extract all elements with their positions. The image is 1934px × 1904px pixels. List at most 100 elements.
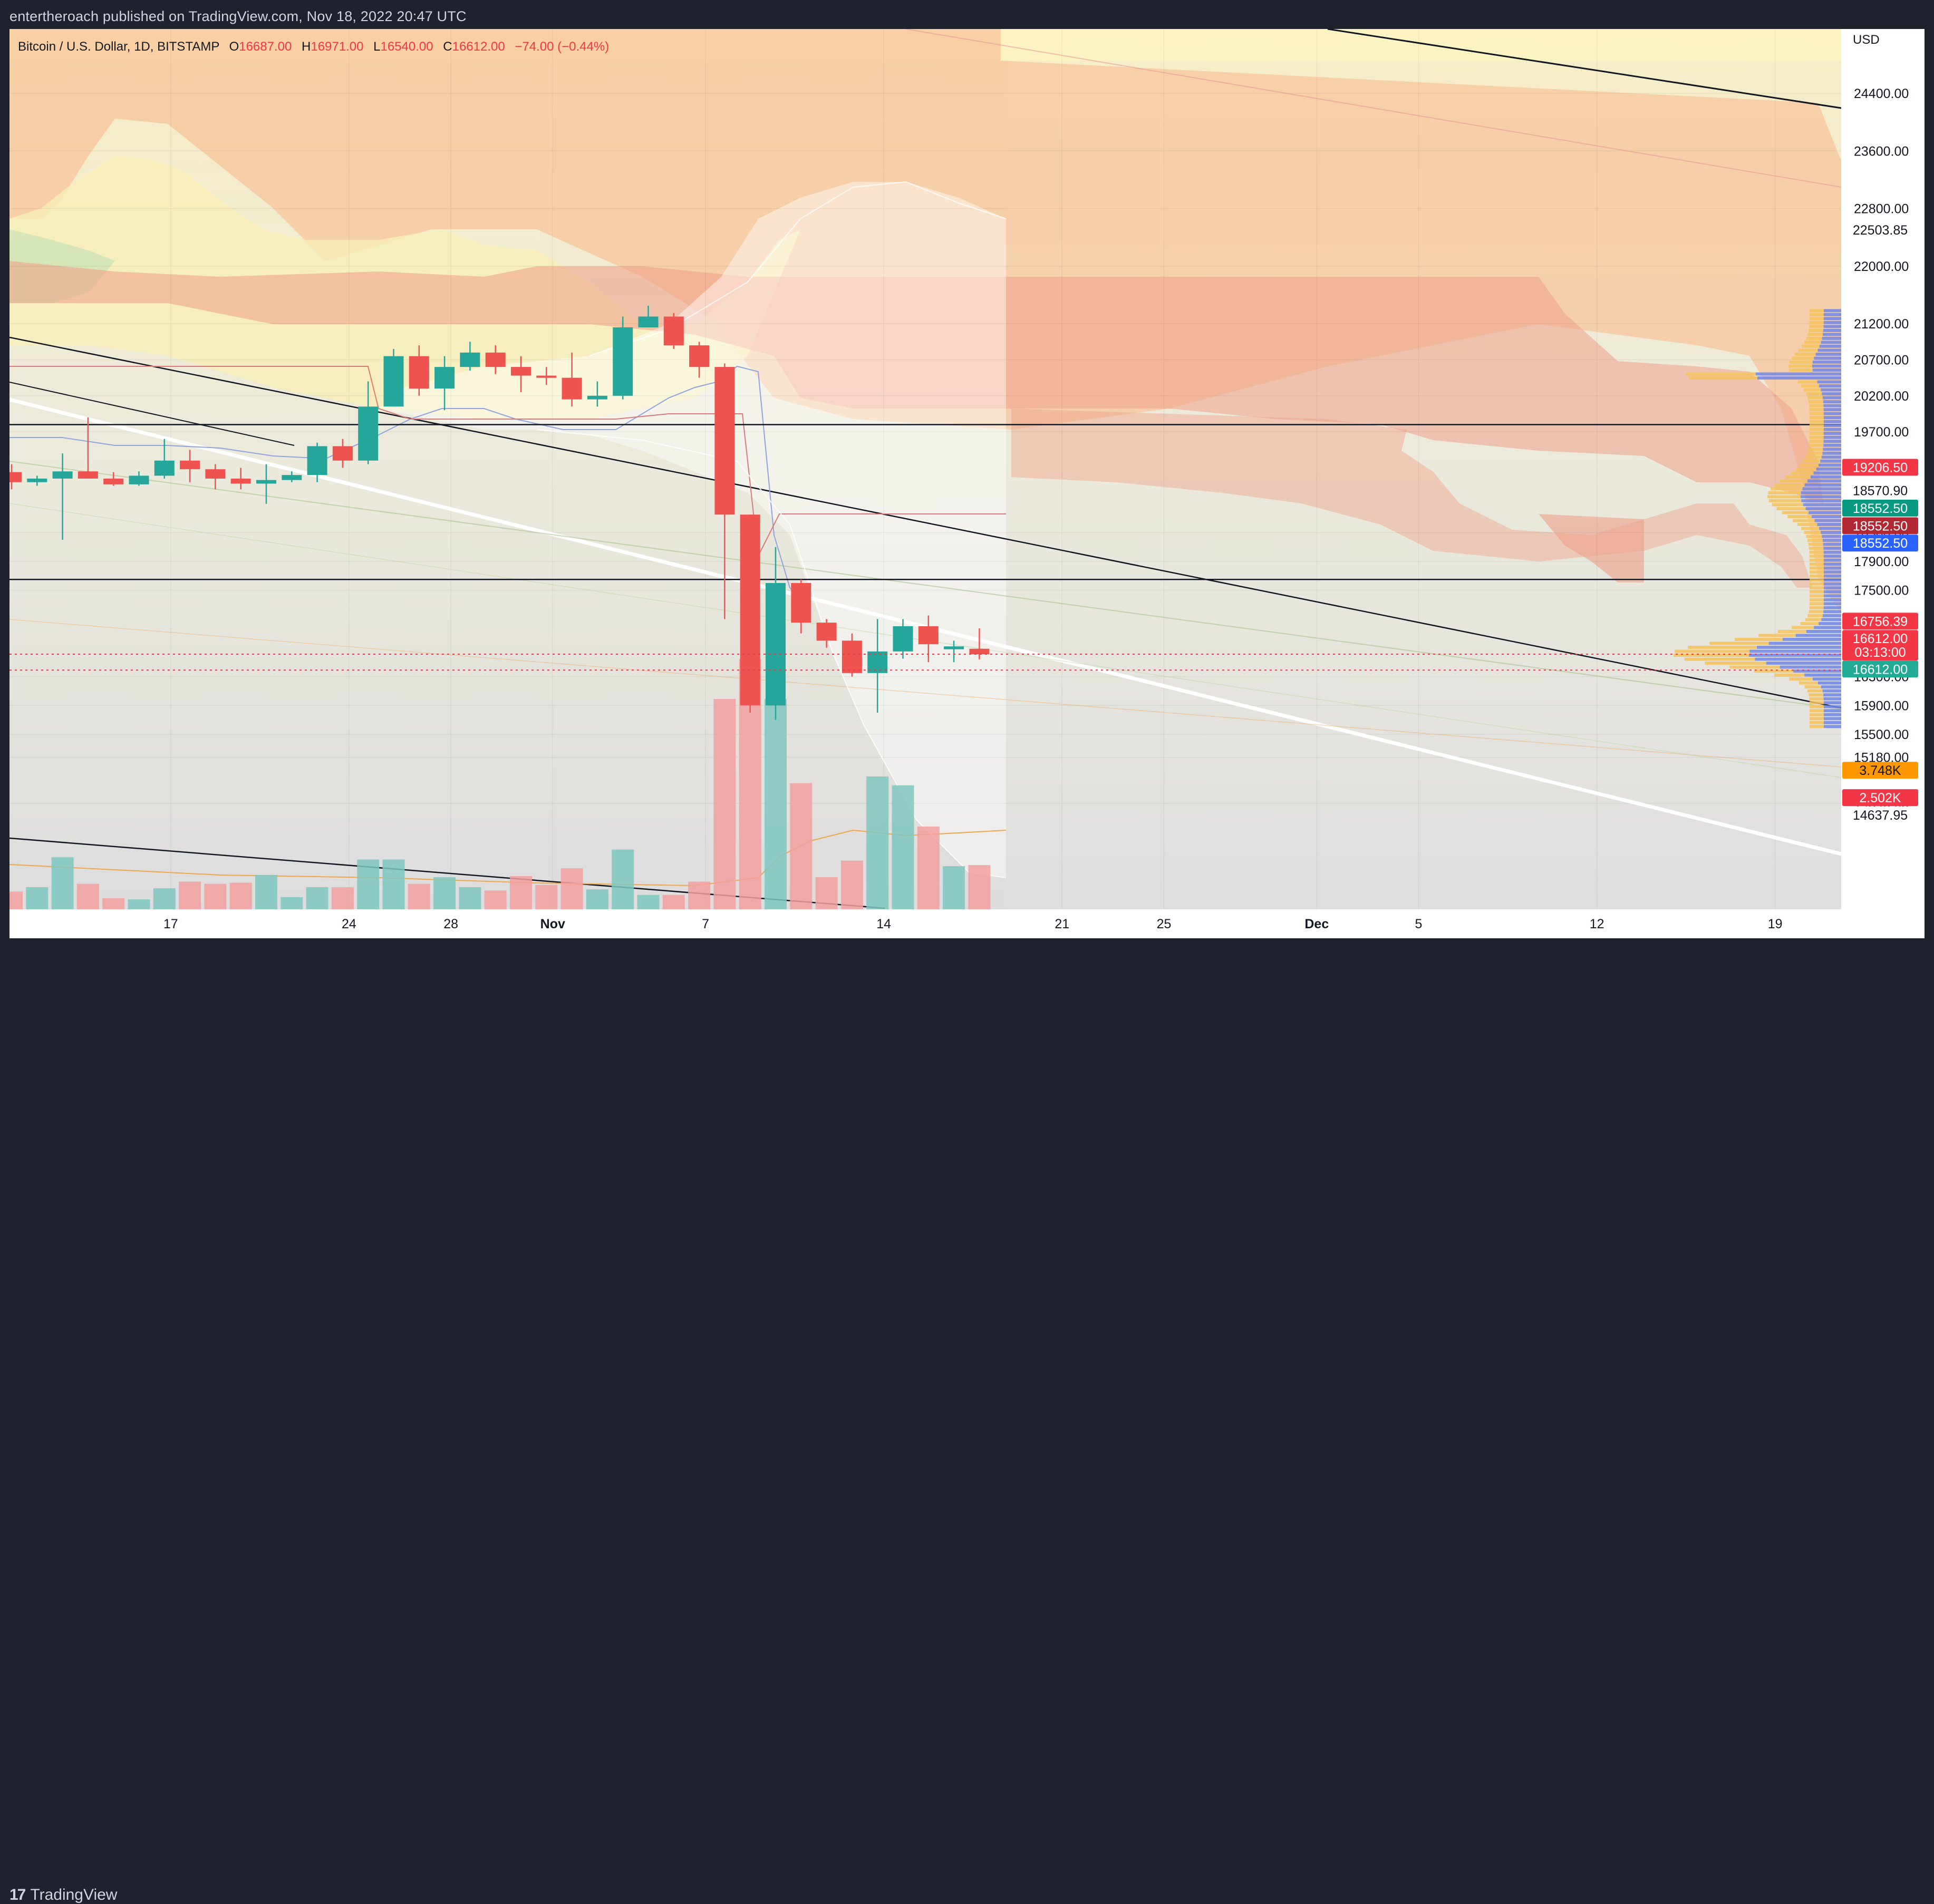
candle-32[interactable] — [816, 619, 837, 648]
price-label-4: 18552.50 — [1842, 517, 1918, 535]
candle-5[interactable] — [129, 471, 149, 486]
candle-13[interactable] — [332, 439, 353, 468]
candle-29[interactable] — [740, 514, 760, 713]
vp-bar-buy-16 — [1766, 662, 1841, 665]
candle-10[interactable] — [256, 464, 276, 504]
y-tick-7: 19700.00 — [1854, 425, 1909, 440]
vp-bar-buy-22 — [1782, 637, 1841, 641]
candle-21[interactable] — [536, 367, 557, 385]
candle-7[interactable] — [180, 450, 200, 482]
candle-14[interactable] — [358, 381, 379, 464]
vp-bar-sell-28 — [1807, 614, 1823, 617]
price-label-2: 18570.90 — [1842, 482, 1918, 499]
trendline-orange-faint — [9, 619, 1842, 768]
candle-4[interactable] — [103, 472, 124, 486]
candlestick-series[interactable] — [2, 306, 990, 720]
price-label-bg-6 — [1842, 613, 1918, 630]
candle-37[interactable] — [944, 640, 964, 663]
volume-bar-26 — [662, 895, 685, 909]
publish-header: entertheroach published on TradingView.c… — [0, 0, 1934, 31]
vp-bar-buy-17 — [1755, 657, 1841, 661]
vp-bar-buy-66 — [1818, 463, 1841, 467]
candle-body-20 — [511, 367, 531, 376]
candle-38[interactable] — [969, 628, 990, 659]
price-label-text-9: 16612.00 — [1853, 662, 1908, 677]
candle-12[interactable] — [307, 442, 327, 482]
candle-body-22 — [562, 377, 582, 400]
price-label-bg-3 — [1842, 499, 1918, 517]
vp-bar-buy-39 — [1823, 570, 1841, 574]
candle-9[interactable] — [230, 468, 251, 490]
x-tick-7: 21 — [1055, 917, 1069, 931]
vp-bar-buy-75 — [1823, 428, 1841, 431]
candle-2[interactable] — [52, 453, 73, 540]
vp-bar-sell-66 — [1800, 463, 1819, 467]
vp-bar-buy-71 — [1823, 443, 1841, 447]
candle-31[interactable] — [791, 579, 811, 634]
candle-24[interactable] — [613, 316, 633, 400]
vp-bar-buy-29 — [1823, 610, 1841, 614]
vp-bar-sell-94 — [1795, 352, 1816, 356]
vp-bar-buy-103 — [1823, 317, 1841, 320]
candle-body-12 — [307, 446, 327, 475]
candle-27[interactable] — [689, 342, 710, 378]
candle-36[interactable] — [918, 615, 939, 663]
candle-19[interactable] — [485, 345, 506, 374]
candle-body-15 — [383, 356, 404, 407]
price-label-text-8: 03:13:00 — [1854, 645, 1906, 660]
candle-body-14 — [358, 406, 379, 461]
time-axis[interactable]: 0172428Nov7142125Dec51219 — [9, 917, 1783, 931]
volume-bar-7 — [179, 881, 201, 909]
tradingview-brand[interactable]: 17 TradingView — [9, 1886, 117, 1904]
candle-body-34 — [867, 651, 888, 673]
candle-18[interactable] — [460, 342, 480, 371]
vp-bar-sell-20 — [1688, 645, 1757, 649]
candle-35[interactable] — [893, 619, 913, 659]
horizontal-levels — [9, 424, 1841, 580]
candle-15[interactable] — [383, 349, 404, 407]
vp-bar-sell-60 — [1771, 487, 1803, 491]
vp-bar-buy-50 — [1819, 527, 1841, 530]
candle-11[interactable] — [282, 471, 302, 482]
candle-3[interactable] — [78, 417, 98, 479]
price-chart-svg[interactable]: USD 24400.0023600.0022800.0022000.002120… — [1, 28, 1925, 938]
candle-26[interactable] — [663, 313, 684, 349]
publisher-line: entertheroach published on TradingView.c… — [9, 8, 467, 24]
candle-34[interactable] — [867, 619, 888, 713]
vp-bar-buy-78 — [1823, 416, 1841, 420]
vp-bar-buy-65 — [1816, 467, 1841, 471]
candle-6[interactable] — [154, 439, 175, 479]
volume-bar-15 — [382, 859, 405, 909]
candle-25[interactable] — [638, 306, 659, 328]
vp-bar-buy-23 — [1795, 634, 1841, 637]
candle-8[interactable] — [205, 464, 226, 490]
candle-30[interactable] — [766, 547, 786, 720]
x-tick-10: 5 — [1415, 917, 1423, 931]
vp-bar-buy-84 — [1822, 392, 1841, 396]
vp-bar-buy-88 — [1757, 376, 1841, 380]
vp-bar-buy-21 — [1768, 642, 1841, 645]
candle-1[interactable] — [27, 475, 47, 486]
volume-bar-36 — [917, 826, 940, 909]
candle-17[interactable] — [434, 356, 455, 411]
chart-area[interactable]: USD 24400.00 23600.00 22800.00 22000.00 2120… — [1, 28, 1925, 938]
vp-bar-buy-47 — [1822, 539, 1841, 542]
candle-33[interactable] — [842, 633, 862, 677]
volume-bar-21 — [535, 885, 558, 909]
symbol-name: Bitcoin / U.S. Dollar, 1D, BITSTAMP — [18, 40, 219, 54]
trendline-top-pink — [905, 28, 1842, 188]
vp-bar-sell-16 — [1705, 662, 1766, 665]
vp-bar-buy-32 — [1823, 598, 1841, 601]
vp-bar-sell-75 — [1809, 428, 1824, 431]
candle-16[interactable] — [409, 345, 429, 396]
candle-23[interactable] — [587, 381, 607, 407]
vp-bar-buy-63 — [1810, 475, 1841, 479]
candle-22[interactable] — [562, 352, 582, 407]
x-tick-9: Dec — [1304, 917, 1329, 931]
candle-28[interactable] — [714, 363, 735, 619]
price-label-text-10: 3.748K — [1859, 763, 1901, 778]
candle-20[interactable] — [511, 356, 531, 392]
vp-bar-buy-83 — [1822, 396, 1841, 400]
vp-bar-buy-69 — [1822, 451, 1841, 455]
y-tick-4: 21200.00 — [1854, 317, 1909, 332]
